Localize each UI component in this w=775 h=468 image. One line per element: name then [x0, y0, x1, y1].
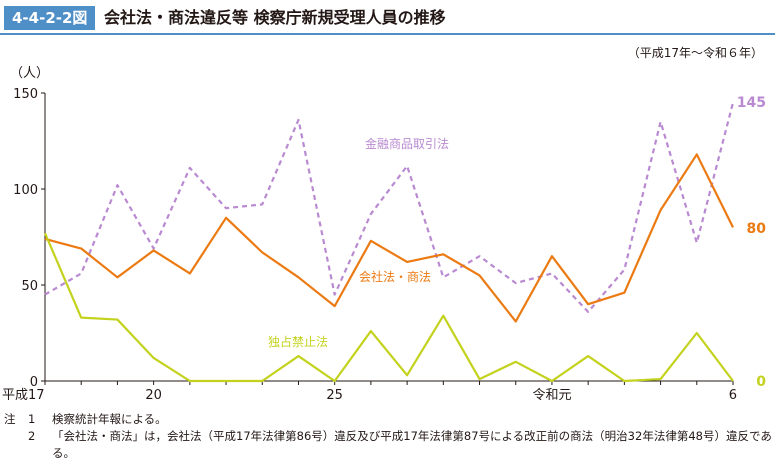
period-label: （平成17年～令和６年）	[627, 46, 763, 60]
figure-title: 会社法・商法違反等 検察庁新規受理人員の推移	[104, 8, 446, 27]
x-tick-label: 20	[145, 388, 162, 400]
chart-labels: （人） 0 50 100 150 平成17 20 25 令和元 6 金融商品取引法会社法・商法独占禁…	[2, 66, 766, 400]
note-number: 2	[28, 429, 36, 443]
note-mark: 注	[4, 412, 16, 426]
series-name-label-kaisha: 会社法・商法	[359, 269, 431, 284]
figure-header: 4-4-2-2図 会社法・商法違反等 検察庁新規受理人員の推移	[0, 4, 775, 35]
chart-series	[43, 102, 735, 383]
line-chart: （人） 0 50 100 150 平成17 20 25 令和元 6 金融商品取引法会社法・商法独占禁…	[2, 66, 766, 400]
series-line-kinyu	[44, 102, 735, 313]
end-value-label-kaisha: 80	[747, 221, 767, 237]
series-name-label-dokusen: 独占禁止法	[268, 334, 328, 349]
y-tick-label: 150	[13, 87, 38, 102]
x-tick-label: 25	[326, 388, 343, 400]
y-tick-label: 0	[30, 375, 38, 390]
end-value-label-kinyu: 145	[737, 95, 766, 111]
end-value-label-dokusen: 0	[756, 374, 766, 390]
header-rule	[0, 33, 775, 35]
figure-number-badge: 4-4-2-2図	[4, 6, 96, 30]
series-line-dokusen	[43, 232, 734, 383]
y-axis-unit-label: （人）	[10, 66, 49, 81]
x-tick-label: 令和元	[532, 388, 571, 400]
series-line-kaisha	[44, 153, 734, 323]
series-name-label-kinyu: 金融商品取引法	[365, 136, 449, 151]
note-text: 検察統計年報による。	[52, 412, 167, 426]
note-text: 「会社法・商法」は，会社法（平成17年法律第86号）違反及び平成17年法律第87…	[52, 429, 772, 460]
note-row-1: 注 1 検察統計年報による。	[4, 411, 772, 428]
y-tick-label: 100	[13, 183, 38, 198]
x-tick-label: 6	[729, 388, 737, 400]
note-mark	[4, 428, 28, 462]
notes: 注 1 検察統計年報による。 2 「会社法・商法」は，会社法（平成17年法律第8…	[4, 411, 772, 462]
note-number: 1	[28, 412, 36, 426]
x-tick-label: 平成17	[2, 388, 45, 400]
y-tick-label: 50	[21, 279, 38, 294]
note-row-2: 2 「会社法・商法」は，会社法（平成17年法律第86号）違反及び平成17年法律第…	[4, 428, 772, 462]
